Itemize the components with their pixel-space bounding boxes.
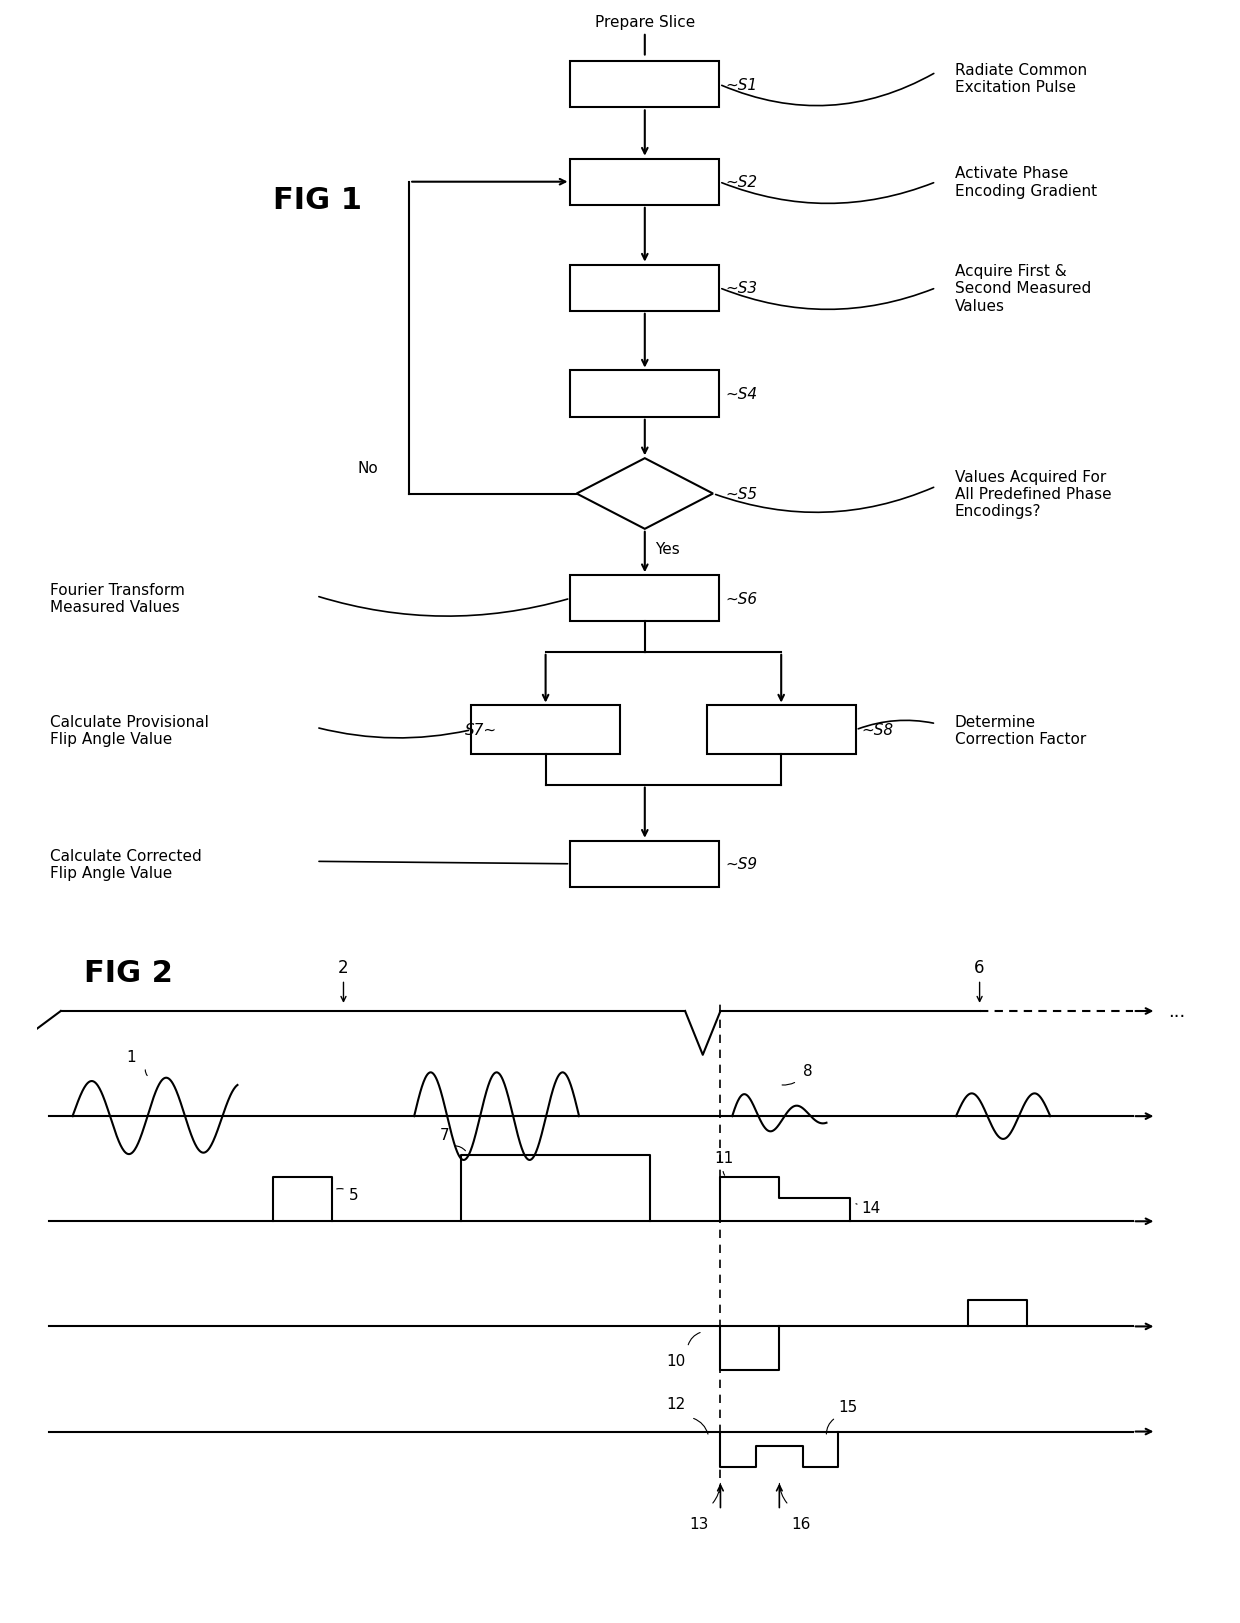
Text: Prepare Slice: Prepare Slice (595, 16, 694, 31)
Text: ~S8: ~S8 (862, 722, 894, 738)
Bar (570, 62, 719, 109)
Bar (570, 576, 719, 622)
Bar (471, 706, 620, 755)
Text: Acquire First &
Second Measured
Values: Acquire First & Second Measured Values (955, 263, 1091, 313)
Text: 15: 15 (838, 1399, 858, 1414)
Bar (570, 265, 719, 312)
Text: 13: 13 (689, 1516, 709, 1530)
Bar (707, 706, 856, 755)
Text: 8: 8 (804, 1063, 812, 1078)
Text: ...: ... (1168, 1003, 1185, 1021)
Text: ~S6: ~S6 (725, 591, 758, 607)
Text: ~S9: ~S9 (725, 857, 758, 872)
Text: ~S2: ~S2 (725, 175, 758, 190)
Text: ~S1: ~S1 (725, 78, 758, 93)
Text: 7: 7 (440, 1128, 449, 1143)
Text: 6: 6 (975, 958, 985, 977)
Text: S7~: S7~ (465, 722, 497, 738)
Text: 12: 12 (666, 1396, 684, 1410)
Bar (570, 159, 719, 206)
Text: Fourier Transform
Measured Values: Fourier Transform Measured Values (50, 583, 185, 615)
Text: Calculate Corrected
Flip Angle Value: Calculate Corrected Flip Angle Value (50, 849, 201, 880)
Text: FIG 2: FIG 2 (84, 959, 174, 988)
Text: Yes: Yes (655, 542, 680, 557)
Bar (570, 841, 719, 888)
Polygon shape (577, 459, 713, 529)
Text: 16: 16 (791, 1516, 811, 1530)
Text: ~S4: ~S4 (725, 386, 758, 403)
Text: 11: 11 (714, 1151, 734, 1165)
Text: 1: 1 (126, 1048, 136, 1065)
Bar (570, 372, 719, 417)
Text: FIG 1: FIG 1 (273, 187, 362, 216)
Text: 2: 2 (339, 958, 348, 977)
Text: Values Acquired For
All Predefined Phase
Encodings?: Values Acquired For All Predefined Phase… (955, 469, 1111, 519)
Text: ~S3: ~S3 (725, 281, 758, 295)
Text: 5: 5 (350, 1188, 360, 1203)
Text: No: No (357, 461, 378, 476)
Text: Calculate Provisional
Flip Angle Value: Calculate Provisional Flip Angle Value (50, 714, 208, 747)
Text: 14: 14 (862, 1199, 882, 1216)
Text: Determine
Correction Factor: Determine Correction Factor (955, 714, 1086, 747)
Text: 10: 10 (666, 1354, 684, 1368)
Text: ~S5: ~S5 (725, 487, 758, 502)
Text: Radiate Common
Excitation Pulse: Radiate Common Excitation Pulse (955, 63, 1087, 96)
Text: Activate Phase
Encoding Gradient: Activate Phase Encoding Gradient (955, 167, 1097, 198)
